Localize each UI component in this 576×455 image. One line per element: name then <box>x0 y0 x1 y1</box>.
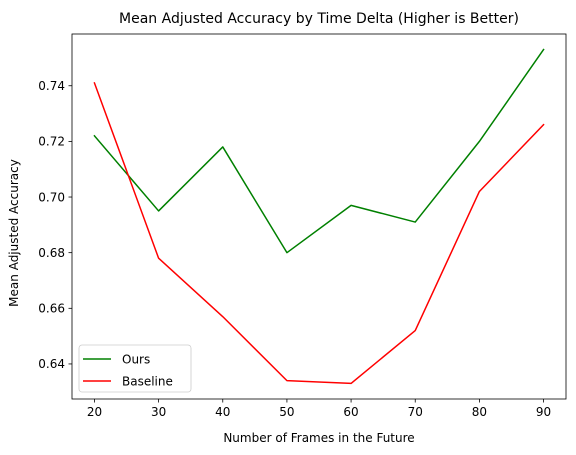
x-tick-label: 70 <box>408 405 423 419</box>
y-tick-label: 0.72 <box>38 135 65 149</box>
x-tick-label: 20 <box>87 405 102 419</box>
axes-frame <box>71 33 567 400</box>
y-tick-label: 0.68 <box>38 246 65 260</box>
legend-label-baseline: Baseline <box>122 374 173 388</box>
legend: Ours Baseline <box>78 344 192 393</box>
y-tick-label: 0.66 <box>38 302 65 316</box>
legend-label-ours: Ours <box>122 352 150 366</box>
x-tick-label: 30 <box>151 405 166 419</box>
x-tick-label: 50 <box>279 405 294 419</box>
plot-area: 20 30 40 50 60 70 80 90 0.64 0.66 0.68 0.70 0.72 0.74… <box>38 33 567 419</box>
x-tick-label: 90 <box>536 405 551 419</box>
y-tick-label: 0.64 <box>38 357 65 371</box>
x-tick-label: 40 <box>215 405 230 419</box>
y-tick-label: 0.74 <box>38 79 65 93</box>
x-axis-title: Number of Frames in the Future <box>223 431 414 445</box>
series-line-baseline <box>93 81 545 385</box>
chart-title: Mean Adjusted Accuracy by Time Delta (Hi… <box>119 11 519 27</box>
y-tick-label: 0.70 <box>38 190 65 204</box>
x-tick-label: 80 <box>472 405 487 419</box>
y-axis-title: Mean Adjusted Accuracy <box>7 159 21 307</box>
series-line-ours <box>93 48 545 254</box>
x-tick-label: 60 <box>343 405 358 419</box>
